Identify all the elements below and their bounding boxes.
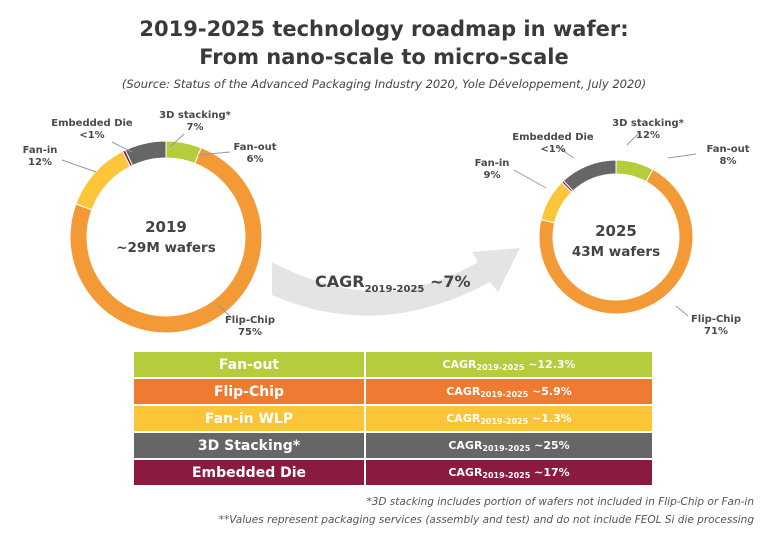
leader-line xyxy=(667,153,697,159)
cagr-row-name: Embedded Die xyxy=(132,458,366,487)
label-2019-fan-in: Fan-in 12% xyxy=(23,145,58,168)
overall-cagr-label: CAGR2019-2025 ~7% xyxy=(315,272,471,295)
leader-line xyxy=(675,305,689,317)
cagr-row: Flip-Chip CAGR2019-2025 ~5.9% xyxy=(132,377,654,406)
leader-line xyxy=(61,159,97,173)
slice-fan-out xyxy=(615,159,654,183)
leader-line xyxy=(555,145,575,159)
leader-line xyxy=(169,133,185,148)
cagr-row-value: CAGR2019-2025 ~5.9% xyxy=(364,377,654,406)
cagr-row-name: Flip-Chip xyxy=(132,377,366,406)
chart-title-line1: 2019-2025 technology roadmap in wafer: xyxy=(139,17,629,41)
cagr-row-value: CAGR2019-2025 ~1.3% xyxy=(364,404,654,433)
donut-2025-year: 2025 xyxy=(595,222,637,240)
slice-3d-stacking xyxy=(124,140,167,167)
label-2025-3d-stacking: 3D stacking* 12% xyxy=(612,118,685,141)
donut-2025 xyxy=(538,159,694,315)
cagr-row-name: 3D Stacking* xyxy=(132,431,366,460)
chart-title-line2: From nano-scale to micro-scale xyxy=(199,45,569,69)
footnote-values: **Values represent packaging services (a… xyxy=(218,514,754,526)
cagr-row: Embedded Die CAGR2019-2025 ~17% xyxy=(132,458,654,487)
label-2019-3d-stacking: 3D stacking* 7% xyxy=(159,110,232,133)
slice-fan-in xyxy=(540,181,573,224)
slice-fan-in xyxy=(75,150,131,211)
leader-line xyxy=(513,169,547,189)
label-2019-flip-chip: Flip-Chip 75% xyxy=(225,315,275,338)
leader-line xyxy=(111,141,133,153)
cagr-row-value: CAGR2019-2025 ~12.3% xyxy=(364,350,654,379)
cagr-row-value: CAGR2019-2025 ~17% xyxy=(364,458,654,487)
donut-2019 xyxy=(69,140,263,334)
donut-2019-year: 2019 xyxy=(145,218,187,236)
leader-lines xyxy=(61,131,697,319)
growth-arrow xyxy=(272,248,520,316)
label-2025-embedded-die: Embedded Die <1% xyxy=(512,132,594,155)
source-note: (Source: Status of the Advanced Packagin… xyxy=(121,77,647,91)
leader-line xyxy=(626,131,641,146)
label-2025-flip-chip: Flip-Chip 71% xyxy=(691,314,741,337)
label-2019-embedded-die: Embedded Die <1% xyxy=(51,118,133,141)
leader-line xyxy=(217,304,233,319)
donut-2025-total: 43M wafers xyxy=(572,244,660,260)
footnote-3d-stacking: *3D stacking includes portion of wafers … xyxy=(366,496,754,508)
cagr-row-value: CAGR2019-2025 ~25% xyxy=(364,431,654,460)
label-2019-fan-out: Fan-out 6% xyxy=(233,142,276,165)
cagr-row: Fan-in WLP CAGR2019-2025 ~1.3% xyxy=(132,404,654,433)
leader-line xyxy=(197,151,231,156)
donut-2019-total: ~29M wafers xyxy=(116,240,216,256)
donut-charts: CAGR2019-2025 ~7% 2019 ~29M wafers 2025 … xyxy=(23,110,750,338)
cagr-table: Fan-out CAGR2019-2025 ~12.3% Flip-Chip CAGR… xyxy=(132,350,654,487)
label-2025-fan-out: Fan-out 8% xyxy=(706,144,749,167)
cagr-row: 3D Stacking* CAGR2019-2025 ~25% xyxy=(132,431,654,460)
label-2025-fan-in: Fan-in 9% xyxy=(475,158,510,181)
cagr-row-name: Fan-out xyxy=(132,350,366,379)
cagr-row-name: Fan-in WLP xyxy=(132,404,366,433)
cagr-row: Fan-out CAGR2019-2025 ~12.3% xyxy=(132,350,654,379)
slice-3d-stacking xyxy=(562,159,617,192)
slice-flip-chip xyxy=(69,147,263,334)
